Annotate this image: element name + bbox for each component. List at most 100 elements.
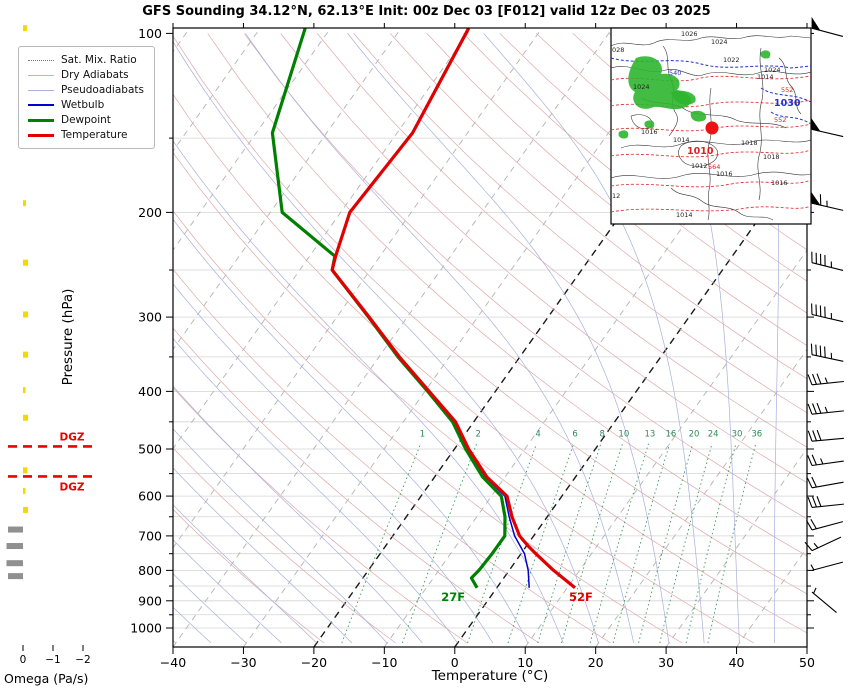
- temperature-curve: [330, 28, 577, 590]
- map-label: 1014: [757, 73, 774, 81]
- temperature-tick-label: −40: [160, 655, 186, 670]
- omega-axis-label: Omega (Pa/s): [4, 671, 89, 686]
- map-label: 552: [781, 86, 793, 94]
- map-label: 1014: [676, 211, 693, 219]
- legend-line-sample: [28, 104, 54, 106]
- omega-bar-upward: [23, 467, 28, 474]
- legend-line-sample: [28, 59, 54, 61]
- omega-bar-upward: [23, 25, 27, 32]
- wind-barb: [807, 429, 844, 442]
- mixing-ratio-label: 13: [644, 430, 655, 440]
- plot-border: [172, 27, 808, 648]
- map-precip-area: [644, 120, 655, 129]
- surface-dewpoint-label: 27F: [441, 590, 465, 604]
- omega-bar-upward: [23, 311, 29, 318]
- wind-barb: [811, 303, 844, 323]
- wind-barb: [807, 496, 844, 509]
- map-label: 1030: [774, 98, 801, 109]
- map-coastline: [611, 35, 811, 47]
- omega-bar-upward: [23, 259, 29, 266]
- omega-bar-upward: [23, 351, 29, 358]
- mixing-ratio-label: 8: [600, 430, 605, 440]
- map-label: 1024: [711, 38, 728, 46]
- omega-tick-label: −2: [75, 654, 90, 666]
- map-thickness-contour-red: [611, 75, 811, 82]
- dgz-marker: DGZ DGZ: [8, 431, 96, 493]
- temperature-tick-label: 50: [799, 655, 815, 670]
- map-coastline: [707, 87, 712, 221]
- mixing-ratio-labels: 1 2 4 6 8 10 13 16 20 24 30 36: [420, 430, 762, 440]
- omega-bar-upward: [23, 487, 26, 494]
- map-label: 1024: [633, 83, 650, 91]
- map-label: 1018: [763, 153, 780, 161]
- map-label: 028: [612, 46, 624, 54]
- legend-item-label: Dewpoint: [61, 114, 111, 126]
- map-label: 1012: [691, 162, 708, 170]
- omega-bar-downward: [6, 543, 23, 550]
- map-label: 1024: [764, 66, 781, 74]
- map-station-dot: [705, 121, 719, 135]
- pressure-tick-label: 300: [138, 310, 162, 325]
- wind-barb: [810, 561, 844, 571]
- wind-barb: [806, 518, 844, 531]
- map-precip-area: [690, 110, 707, 122]
- map-thickness-contour-red: [611, 99, 811, 108]
- map-coastline: [757, 47, 764, 201]
- wind-barb: [811, 16, 844, 37]
- pressure-tick-label: 200: [138, 205, 162, 220]
- map-coastline: [670, 187, 774, 221]
- dewpoint-curve: [270, 28, 507, 589]
- wind-barb: [811, 251, 844, 271]
- mixing-ratio-label: 1: [420, 430, 425, 440]
- legend-item: Dewpoint: [28, 114, 144, 126]
- pseudoadiabats: [173, 33, 779, 644]
- pressure-tick-label: 600: [138, 489, 162, 504]
- legend-item-label: Pseudoadiabats: [61, 84, 144, 96]
- map-thickness-contour-red: [611, 205, 811, 213]
- mixing-ratio-lines: [341, 443, 757, 644]
- pressure-tick-label: 100: [138, 26, 162, 41]
- map-precip-area: [671, 90, 696, 105]
- mixing-ratio-label: 4: [535, 430, 540, 440]
- wind-barb: [806, 476, 844, 489]
- wind-barb: [811, 587, 837, 614]
- temperature-tick-label: 40: [729, 655, 745, 670]
- map-label: 1016: [716, 170, 733, 178]
- map-label: 552: [774, 116, 786, 124]
- pressure-tick-label: 900: [138, 593, 162, 608]
- legend-line-sample: [28, 118, 54, 122]
- map-label: 12: [612, 192, 620, 200]
- map-thickness-contour-red: [611, 149, 811, 158]
- pressure-tick-label: 1000: [130, 621, 162, 636]
- mixing-ratio-label: 20: [689, 430, 700, 440]
- legend: Sat. Mix. Ratio Dry Adiabats Pseudoadiabat…: [18, 46, 155, 149]
- chart-title: GFS Sounding 34.12°N, 62.13°E Init: 00z …: [142, 4, 711, 19]
- pressure-tick-label: 700: [138, 528, 162, 543]
- temperature-tick-label: −30: [230, 655, 256, 670]
- mixing-ratio-label: 24: [708, 430, 719, 440]
- omega-bar-downward: [6, 560, 23, 567]
- pressure-tick-label: 400: [138, 384, 162, 399]
- legend-item: Dry Adiabats: [28, 69, 144, 81]
- surface-temp-label: 52F: [569, 590, 593, 604]
- map-label: 1018: [741, 139, 758, 147]
- omega-tick-label: 0: [20, 654, 27, 666]
- mixing-ratio-label: 6: [572, 430, 577, 440]
- omega-axis: 0 −1 −2: [6, 25, 91, 666]
- legend-line-sample: [28, 133, 54, 137]
- map-label: 1014: [673, 136, 690, 144]
- map-coastline: [778, 57, 802, 115]
- map-label: 1016: [771, 179, 788, 187]
- wind-barb: [811, 191, 844, 211]
- x-axis-label: Temperature (°C): [431, 668, 549, 684]
- mixing-ratio-label: 10: [618, 430, 629, 440]
- wind-barb: [804, 536, 842, 552]
- map-thickness-contour-blue: [611, 57, 811, 69]
- dgz-label: DGZ: [60, 481, 85, 493]
- plot-area: [173, 28, 807, 647]
- wind-barb: [810, 343, 844, 362]
- map-label: 1010: [687, 146, 714, 157]
